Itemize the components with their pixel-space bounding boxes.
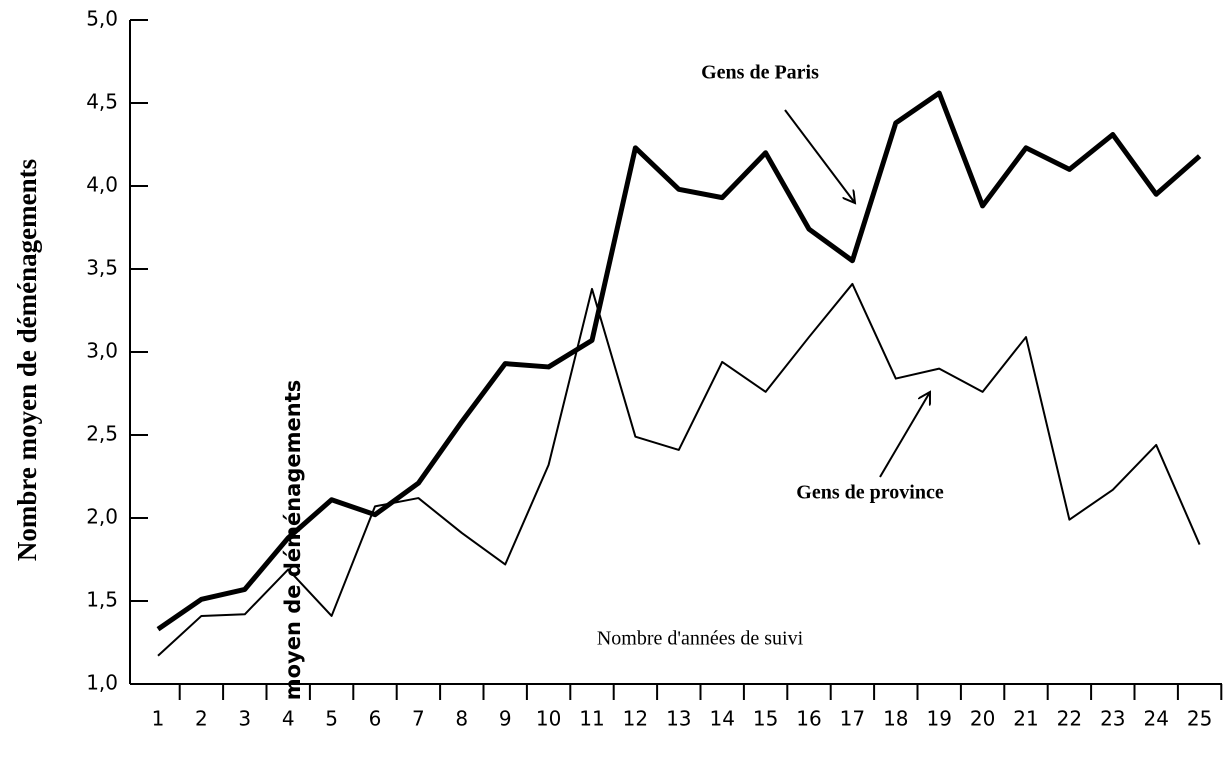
line-series	[157, 282, 1201, 657]
annotation: Gens de province	[796, 482, 944, 504]
x-tick-label: 17	[840, 707, 865, 731]
x-tick-label: 11	[579, 707, 604, 731]
x-tick-label: 1	[152, 707, 165, 731]
y-tick-label: 5,0	[86, 7, 118, 31]
x-tick-label: 4	[282, 707, 295, 731]
x-tick-label: 23	[1100, 707, 1125, 731]
x-tick-label: 18	[883, 707, 908, 731]
y-tick-label: 4,0	[86, 173, 118, 197]
annotation: Gens de Paris	[701, 62, 819, 84]
y-axis-title: Nombre moyen de déménagements	[12, 159, 42, 561]
x-tick-label: 3	[238, 707, 251, 731]
x-tick-label: 8	[455, 707, 468, 731]
x-tick-label: 14	[709, 707, 734, 731]
y-tick-label: 1,5	[86, 588, 118, 612]
x-tick-label: 6	[369, 707, 382, 731]
x-tick-label: 16	[796, 707, 821, 731]
y-tick-label: 4,5	[86, 90, 118, 114]
x-tick-label: 21	[1013, 707, 1038, 731]
x-tick-label: 10	[536, 707, 561, 731]
x-tick-label: 19	[926, 707, 951, 731]
x-tick-label: 7	[412, 707, 425, 731]
x-tick-label: 22	[1057, 707, 1082, 731]
y-tick-label: 1,0	[86, 671, 118, 695]
x-tick-label: 24	[1143, 707, 1168, 731]
plot: 1,01,52,02,53,03,54,04,55,01 2 3 4 5 6 7 8 9 10 11…	[86, 7, 1223, 731]
arrow	[784, 109, 855, 203]
line-series	[156, 90, 1202, 632]
annotation: Nombre d'années de suivi	[597, 628, 804, 650]
x-tick-label: 5	[325, 707, 338, 731]
y-tick-label: 2,0	[86, 505, 118, 529]
x-tick-label: 15	[753, 707, 778, 731]
x-tick-label: 2	[195, 707, 208, 731]
x-tick-label: 13	[666, 707, 691, 731]
x-tick-label: 20	[970, 707, 995, 731]
x-tick-label: 25	[1187, 707, 1212, 731]
y-tick-label: 2,5	[86, 422, 118, 446]
arrow	[879, 392, 930, 478]
x-tick-label: 12	[623, 707, 648, 731]
y-tick-label: 3,5	[86, 256, 118, 280]
y-tick-label: 3,0	[86, 339, 118, 363]
x-tick-label: 9	[499, 707, 512, 731]
overlay-text: moyen de déménagements	[281, 380, 305, 701]
